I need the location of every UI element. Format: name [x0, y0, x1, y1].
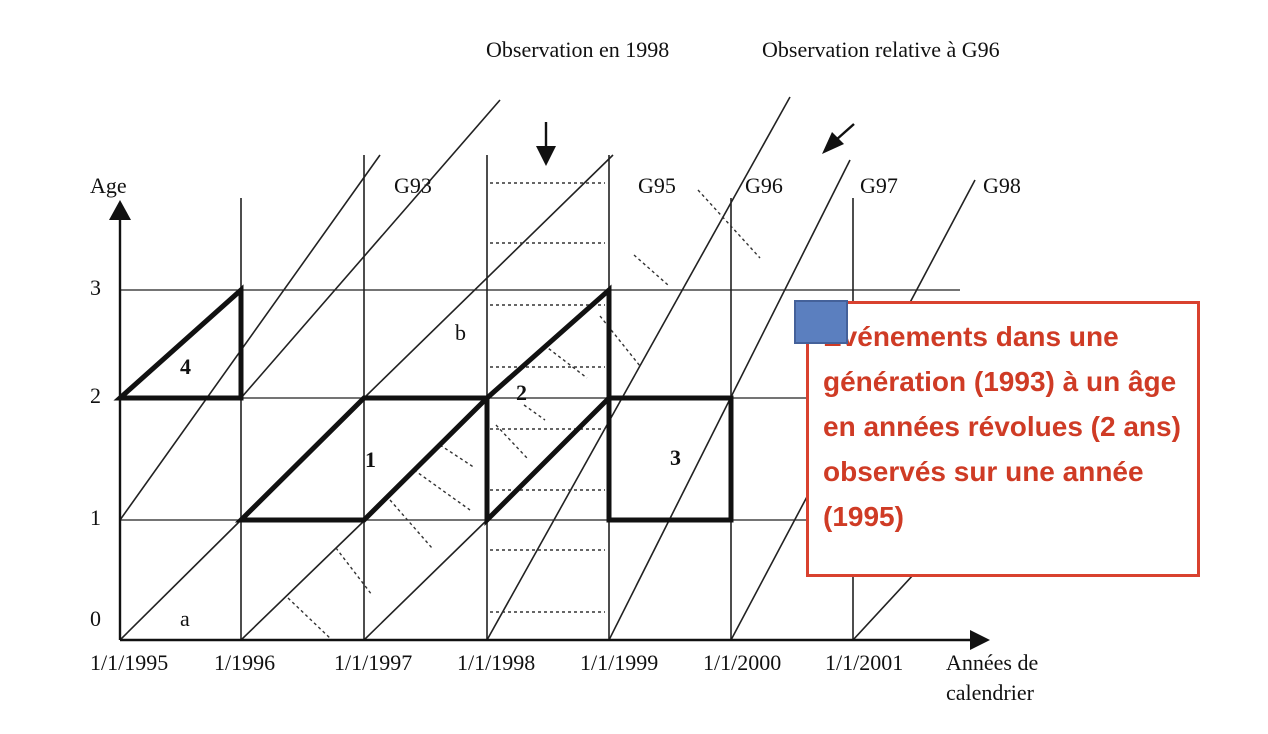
region-2-outline: [484, 284, 612, 527]
x-axis-arrowhead: [970, 630, 990, 650]
x-tick-label: 1/1996: [214, 650, 275, 675]
region-label-b: b: [455, 320, 466, 345]
x-tick-label: 1/1/1995: [90, 650, 168, 675]
observation-g96-arrowhead: [822, 132, 844, 154]
region-4-outline: [113, 284, 244, 401]
region-label-4: 4: [180, 354, 191, 379]
callout-text: Événements dans une génération (1993) à …: [823, 321, 1181, 532]
observation-1998-arrowhead: [536, 146, 556, 166]
region-label-2: 2: [516, 380, 527, 405]
header-observation-g96: Observation relative à G96: [762, 37, 1000, 62]
legend-swatch: [794, 300, 848, 344]
x-axis-title-line2: calendrier: [946, 680, 1035, 705]
header-observation-1998: Observation en 1998: [486, 37, 669, 62]
x-tick-label: 1/1/2001: [825, 650, 903, 675]
region-3-outline: [606, 395, 734, 523]
generation-label: G98: [983, 173, 1021, 198]
region-label-3: 3: [670, 445, 681, 470]
diagram-labels: Observation en 1998 Observation relative…: [90, 37, 1038, 705]
generation-label: G95: [638, 173, 676, 198]
y-tick-label: 2: [90, 383, 101, 408]
y-axis-title: Age: [90, 173, 127, 198]
observation-arrows: [536, 122, 855, 166]
highlighted-regions: [113, 284, 734, 527]
observation-1998-hatching: [490, 182, 605, 613]
generation-label: G96: [745, 173, 783, 198]
x-tick-label: 1/1/1999: [580, 650, 658, 675]
region-label-1: 1: [365, 447, 376, 472]
y-axis-arrowhead: [109, 200, 131, 220]
observation-g96-hatching: [287, 189, 761, 641]
x-axis-title-line1: Années de: [946, 650, 1038, 675]
x-tick-label: 1/1/1998: [457, 650, 535, 675]
region-label-a: a: [180, 606, 190, 631]
y-tick-label: 0: [90, 606, 101, 631]
x-tick-label: 1/1/2000: [703, 650, 781, 675]
callout-box: Événements dans une génération (1993) à …: [806, 301, 1200, 577]
generation-label: G97: [860, 173, 898, 198]
x-tick-label: 1/1/1997: [334, 650, 412, 675]
y-tick-label: 3: [90, 275, 101, 300]
axes: [109, 200, 990, 650]
y-tick-label: 1: [90, 505, 101, 530]
generation-label: G93: [394, 173, 432, 198]
